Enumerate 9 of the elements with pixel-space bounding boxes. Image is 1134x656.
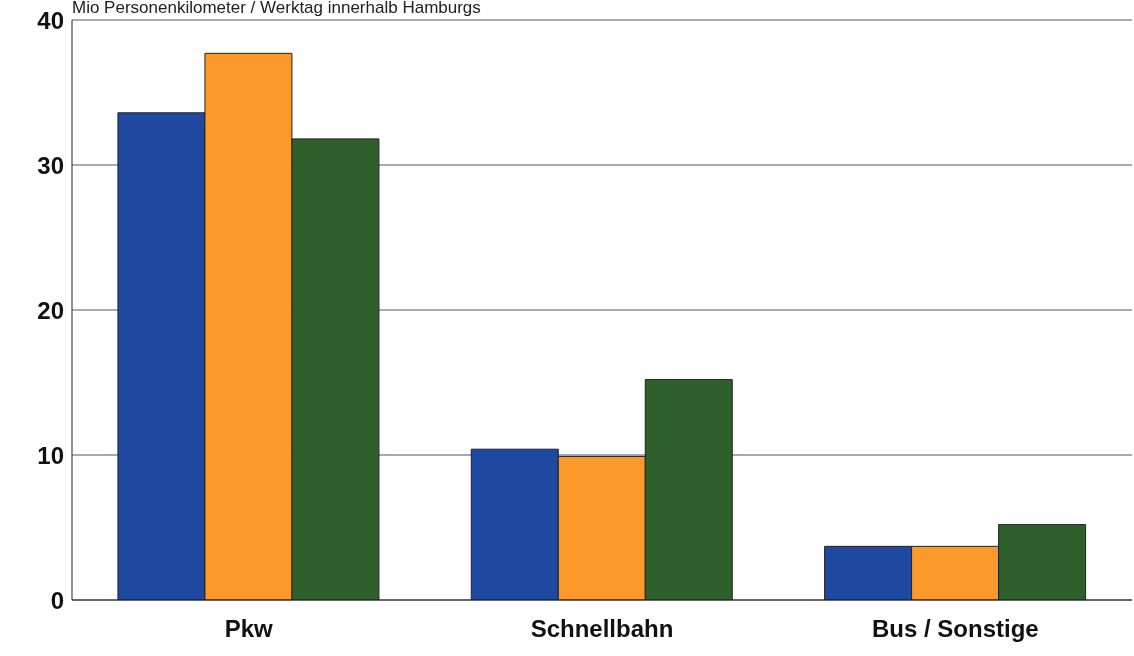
y-tick-label: 30 [37, 151, 64, 179]
y-tick-label: 0 [50, 586, 64, 614]
x-tick-label: Bus / Sonstige [871, 615, 1039, 643]
chart-title: Mio Personenkilometer / Werktag innerhalb Hamburgs [72, 0, 481, 17]
x-tick-label: Schnellbahn [530, 615, 674, 643]
y-tick-label: 20 [37, 296, 64, 324]
x-tick-label: Pkw [224, 615, 274, 643]
y-tick-label: 10 [37, 441, 64, 469]
y-tick-label: 40 [37, 6, 64, 34]
